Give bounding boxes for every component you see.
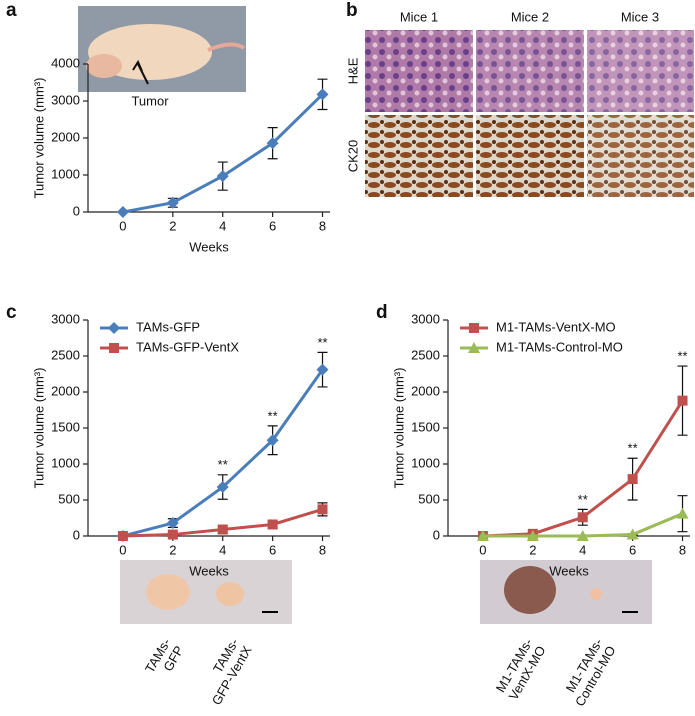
- column-label: Mice 2: [511, 9, 549, 24]
- marker: [316, 88, 329, 101]
- tumor-photo: [480, 560, 652, 624]
- y-tick-label: 1500: [411, 419, 440, 434]
- series-line: [122, 368, 324, 538]
- marker: [266, 434, 279, 447]
- marker: [627, 474, 638, 485]
- marker: [317, 504, 328, 515]
- photo-label: TAMs-GFP: [142, 636, 187, 676]
- marker: [167, 529, 178, 540]
- marker: [468, 342, 480, 353]
- significance: **: [677, 349, 687, 364]
- x-tick-label: 8: [319, 218, 326, 233]
- y-tick-label: 3000: [411, 311, 440, 326]
- legend-label: TAMs-GFP-VentX: [136, 339, 239, 354]
- panel-label: c: [6, 302, 17, 323]
- panel-label: b: [346, 0, 358, 21]
- significance: **: [317, 335, 327, 350]
- tumor-photo: [120, 560, 292, 624]
- y-tick-label: 2500: [51, 347, 80, 362]
- column-label: Mice 3: [621, 9, 659, 24]
- marker: [316, 363, 329, 376]
- significance: **: [578, 492, 588, 507]
- photo-label: M1-TAMs-VentX-MO: [493, 636, 549, 703]
- x-tick-label: 0: [119, 542, 126, 557]
- x-axis-label: Weeks: [189, 239, 229, 254]
- x-tick-label: 6: [629, 542, 636, 557]
- marker: [476, 530, 489, 541]
- x-tick-label: 6: [269, 218, 276, 233]
- y-tick-label: 3000: [51, 311, 80, 326]
- histology-grid: [365, 30, 694, 197]
- x-tick-label: 4: [219, 542, 226, 557]
- legend-label: M1-TAMs-VentX-MO: [496, 319, 616, 334]
- x-tick-label: 8: [319, 542, 326, 557]
- y-axis-label: Tumor volume (mm³): [391, 368, 406, 489]
- x-tick-label: 2: [529, 542, 536, 557]
- marker: [266, 137, 279, 150]
- marker: [166, 517, 179, 530]
- marker: [576, 530, 589, 541]
- column-label: Mice 1: [400, 9, 438, 24]
- y-tick-label: 2000: [51, 383, 80, 398]
- x-axis-label: Weeks: [189, 563, 229, 578]
- legend-label: M1-TAMs-Control-MO: [496, 339, 623, 354]
- marker: [109, 343, 119, 353]
- x-tick-label: 2: [169, 218, 176, 233]
- x-tick-label: 4: [579, 542, 586, 557]
- series-line: [122, 93, 324, 214]
- marker: [216, 170, 229, 183]
- y-axis-label: Tumor volume (mm³): [31, 368, 46, 489]
- marker: [677, 395, 688, 406]
- y-tick-label: 500: [418, 491, 440, 506]
- marker: [216, 481, 229, 494]
- y-tick-label: 4000: [51, 55, 80, 70]
- significance: **: [268, 408, 278, 423]
- y-tick-label: 1000: [51, 455, 80, 470]
- significance: **: [218, 457, 228, 472]
- marker: [469, 323, 479, 333]
- tumor-label: Tumor: [131, 93, 169, 108]
- y-tick-label: 1000: [411, 455, 440, 470]
- marker: [676, 507, 689, 519]
- x-axis-label: Weeks: [549, 563, 589, 578]
- y-tick-label: 0: [433, 527, 440, 542]
- mouse-photo: [78, 6, 246, 92]
- marker: [166, 196, 179, 209]
- x-tick-label: 0: [119, 218, 126, 233]
- y-tick-label: 2500: [411, 347, 440, 362]
- y-tick-label: 1500: [51, 419, 80, 434]
- marker: [117, 531, 128, 541]
- panel-label: d: [376, 302, 388, 323]
- row-label: H&E: [345, 57, 360, 84]
- marker: [577, 512, 588, 523]
- photo-label: M1-TAMs-Control-MO: [563, 636, 619, 709]
- y-tick-label: 2000: [51, 129, 80, 144]
- marker: [626, 528, 639, 540]
- marker: [217, 524, 228, 535]
- marker: [108, 322, 120, 334]
- y-tick-label: 500: [58, 491, 80, 506]
- marker: [526, 530, 539, 541]
- x-tick-label: 0: [479, 542, 486, 557]
- x-tick-label: 6: [269, 542, 276, 557]
- marker: [267, 519, 278, 530]
- y-tick-label: 2000: [411, 383, 440, 398]
- y-tick-label: 0: [73, 203, 80, 218]
- y-tick-label: 3000: [51, 92, 80, 107]
- x-tick-label: 8: [679, 542, 686, 557]
- x-tick-label: 2: [169, 542, 176, 557]
- significance: **: [628, 441, 638, 456]
- marker: [116, 206, 129, 218]
- row-label: CK20: [345, 140, 360, 173]
- x-tick-label: 4: [219, 218, 226, 233]
- panel-label: a: [6, 0, 17, 21]
- y-axis-label: Tumor volume (mm³): [31, 78, 46, 199]
- legend-label: TAMs-GFP: [136, 319, 200, 334]
- y-tick-label: 1000: [51, 166, 80, 181]
- y-tick-label: 0: [73, 527, 80, 542]
- photo-label: TAMs-GFP-VentX: [209, 636, 255, 708]
